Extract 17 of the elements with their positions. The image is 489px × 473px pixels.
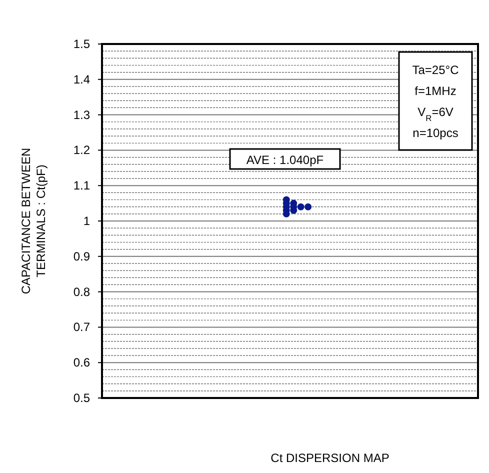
y-tick-label: 1.1: [73, 178, 90, 193]
annotation: AVE : 1.040pF: [246, 153, 324, 167]
y-tick-label: 0.7: [73, 320, 90, 334]
y-tick-label: 1: [83, 214, 90, 228]
y-tick-label: 1.2: [73, 143, 90, 158]
y-tick-label: 0.9: [73, 249, 90, 264]
y-tick-label: 0.6: [73, 356, 90, 370]
y-tick-label: 0.8: [73, 284, 90, 299]
point: [304, 203, 312, 210]
point: [297, 203, 304, 210]
x-axis-title: Ct DISPERSION MAP: [270, 451, 390, 465]
annotation: Ta=25°C f=1MHz V$_{R}$=6V n=10pcs: [412, 63, 460, 140]
y-tick-label: 1.3: [73, 108, 90, 122]
y-axis-title: CAPACITANCE BETWEEN TERMINALS : Ct(pF): [19, 148, 48, 294]
y-tick-label: 1.5: [73, 37, 90, 51]
y-tick-label: 0.5: [73, 391, 90, 405]
y-tick-label: 1.4: [73, 72, 90, 86]
